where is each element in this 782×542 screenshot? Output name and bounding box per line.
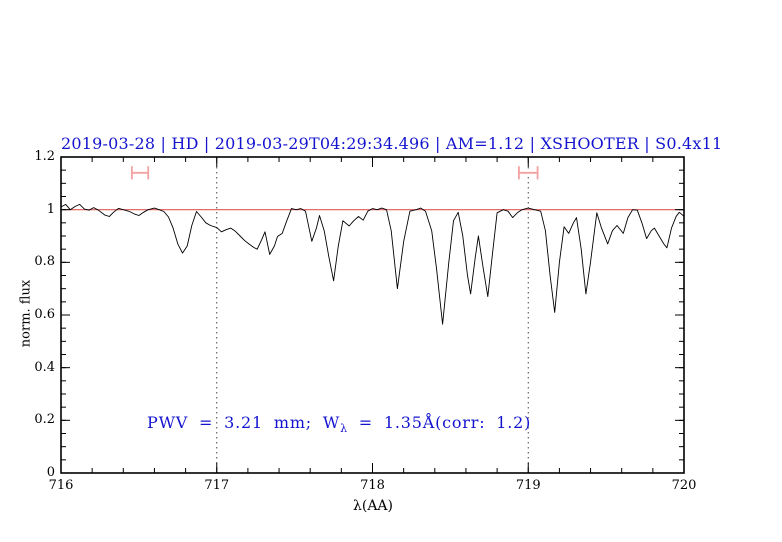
pwv-annotation-prefix: PWV = 3.21 mm; W bbox=[147, 413, 341, 432]
x-tick-label: 720 bbox=[671, 478, 697, 493]
x-axis-label: λ(AA) bbox=[352, 498, 394, 514]
y-tick-label: 0.2 bbox=[34, 412, 55, 428]
y-tick-label: 1 bbox=[46, 201, 55, 217]
x-tick-label: 719 bbox=[515, 478, 541, 493]
pwv-annotation-subscript: λ bbox=[340, 422, 348, 436]
pwv-annotation-suffix: = 1.35Å(corr: 1.2) bbox=[347, 413, 532, 432]
y-tick-label: 0.8 bbox=[34, 254, 55, 270]
y-tick-label: 0 bbox=[46, 465, 55, 480]
y-tick-label: 0.4 bbox=[34, 359, 55, 375]
x-tick-label: 716 bbox=[48, 478, 74, 493]
pwv-annotation: PWV = 3.21 mm; Wλ = 1.35Å(corr: 1.2) bbox=[147, 413, 531, 435]
y-tick-label: 0.6 bbox=[34, 307, 55, 322]
spectrum-line bbox=[60, 203, 685, 325]
x-tick-label: 717 bbox=[204, 478, 230, 493]
y-tick-label: 1.2 bbox=[34, 149, 55, 164]
x-tick-label: 718 bbox=[360, 478, 385, 493]
plot-title: 2019-03-28 | HD | 2019-03-29T04:29:34.49… bbox=[61, 134, 723, 153]
